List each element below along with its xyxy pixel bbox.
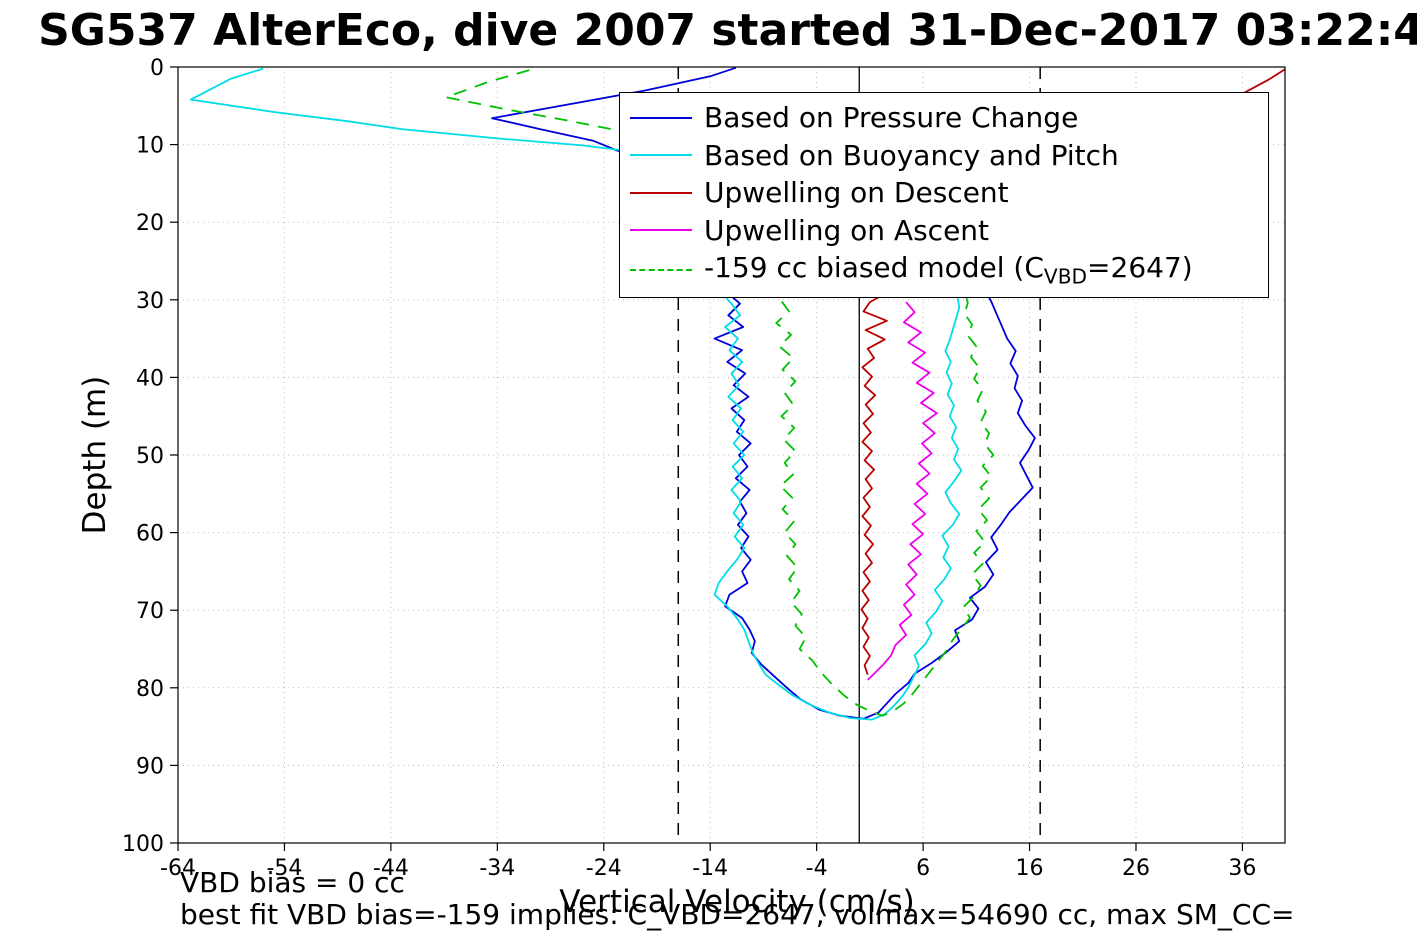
y-tick-label: 80 — [136, 677, 164, 702]
x-tick-label: -14 — [692, 856, 728, 881]
legend-line-sample-green-dashed — [630, 268, 692, 271]
y-tick-label: 10 — [136, 134, 164, 159]
legend[interactable]: Based on Pressure Change Based on Buoyan… — [619, 92, 1269, 298]
legend-label: Upwelling on Ascent — [704, 213, 990, 247]
y-tick-label: 100 — [122, 832, 164, 857]
series-biased-model — [445, 69, 995, 717]
legend-label-subscript: VBD — [1043, 264, 1088, 289]
x-tick-label: 16 — [1016, 856, 1044, 881]
legend-line-sample-cyan — [630, 154, 692, 157]
legend-line-sample-magenta — [630, 229, 692, 232]
series-upwelling-ascent — [867, 301, 938, 681]
x-tick-label: -44 — [373, 856, 409, 881]
y-tick-label: 30 — [136, 289, 164, 314]
legend-label: Upwelling on Descent — [704, 176, 1009, 210]
legend-label: Based on Buoyancy and Pitch — [704, 138, 1119, 172]
legend-label: -159 cc biased model (CVBD=2647) — [704, 251, 1193, 289]
x-tick-label: -24 — [586, 856, 622, 881]
legend-entry-buoyancy-pitch[interactable]: Based on Buoyancy and Pitch — [630, 139, 1258, 172]
y-tick-label: 60 — [136, 522, 164, 547]
x-tick-label: -54 — [266, 856, 302, 881]
y-tick-label: 70 — [136, 599, 164, 624]
y-axis-label: Depth (m) — [77, 375, 113, 535]
legend-label: Based on Pressure Change — [704, 101, 1079, 135]
x-tick-label: 6 — [916, 856, 930, 881]
legend-line-sample-blue — [630, 116, 692, 119]
series-upwelling-descent — [860, 68, 1286, 675]
legend-label-suffix: =2647) — [1087, 250, 1193, 284]
vbd-bias-annotation: VBD bias = 0 cc — [180, 866, 405, 899]
y-tick-label: 90 — [136, 754, 164, 779]
y-tick-label: 20 — [136, 211, 164, 236]
best-fit-annotation: best fit VBD bias=-159 implies: C_VBD=26… — [180, 898, 1295, 931]
legend-entry-pressure-change[interactable]: Based on Pressure Change — [630, 101, 1258, 134]
x-axis-label: Vertical Velocity (cm/s) — [559, 884, 915, 920]
x-tick-label: -64 — [160, 856, 196, 881]
x-tick-label: -34 — [479, 856, 515, 881]
legend-entry-biased-model[interactable]: -159 cc biased model (CVBD=2647) — [630, 251, 1258, 289]
chart-title: SG537 AlterEco, dive 2007 started 31-Dec… — [38, 5, 1417, 56]
y-tick-label: 50 — [136, 444, 164, 469]
legend-label-prefix: -159 cc biased model (C — [704, 250, 1044, 284]
series-buoyancy-pitch — [189, 67, 963, 721]
legend-entry-upwelling-ascent[interactable]: Upwelling on Ascent — [630, 214, 1258, 247]
x-tick-label: -4 — [806, 856, 828, 881]
legend-line-sample-darkred — [630, 191, 692, 194]
legend-entry-upwelling-descent[interactable]: Upwelling on Descent — [630, 176, 1258, 209]
y-tick-label: 40 — [136, 366, 164, 391]
x-tick-label: 26 — [1122, 856, 1150, 881]
x-tick-label: 36 — [1228, 856, 1256, 881]
y-tick-label: 0 — [150, 56, 164, 81]
